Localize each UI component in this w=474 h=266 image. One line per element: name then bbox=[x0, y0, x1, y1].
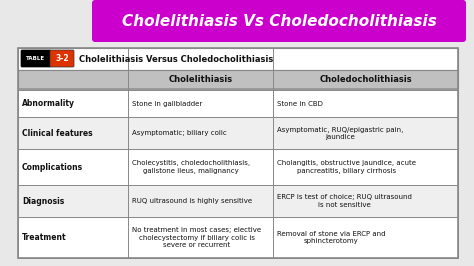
Bar bbox=[18, 90, 458, 117]
Text: TABLE: TABLE bbox=[27, 56, 46, 61]
FancyBboxPatch shape bbox=[92, 0, 466, 42]
Bar bbox=[18, 185, 458, 217]
Bar bbox=[18, 48, 458, 258]
Bar bbox=[18, 117, 458, 149]
Text: Removal of stone via ERCP and
sphincterotomy: Removal of stone via ERCP and sphinctero… bbox=[277, 231, 385, 244]
Text: RUQ ultrasound is highly sensitive: RUQ ultrasound is highly sensitive bbox=[132, 198, 252, 204]
Text: Abnormality: Abnormality bbox=[22, 99, 75, 108]
Text: Asymptomatic, RUQ/epigastric pain,
jaundice: Asymptomatic, RUQ/epigastric pain, jaund… bbox=[277, 127, 403, 140]
Bar bbox=[18, 70, 458, 90]
Text: Cholelithiasis Vs Choledocholithiasis: Cholelithiasis Vs Choledocholithiasis bbox=[121, 14, 437, 28]
Text: 3-2: 3-2 bbox=[55, 54, 69, 63]
Text: Treatment: Treatment bbox=[22, 233, 67, 242]
Text: No treatment in most cases; elective
cholecystectomy if biliary colic is
severe : No treatment in most cases; elective cho… bbox=[132, 227, 261, 248]
Text: Cholelithiasis Versus Choledocholithiasis: Cholelithiasis Versus Choledocholithiasi… bbox=[79, 55, 273, 64]
Text: Cholecystitis, choledocholithiasis,
gallstone ileus, malignancy: Cholecystitis, choledocholithiasis, gall… bbox=[132, 160, 250, 174]
Bar bbox=[18, 48, 458, 70]
Text: Stone in CBD: Stone in CBD bbox=[277, 101, 323, 107]
Text: Choledocholithiasis: Choledocholithiasis bbox=[319, 76, 412, 85]
Text: Stone in gallbladder: Stone in gallbladder bbox=[132, 101, 202, 107]
FancyBboxPatch shape bbox=[50, 50, 74, 67]
Text: Cholangitis, obstructive jaundice, acute
pancreatitis, biliary cirrhosis: Cholangitis, obstructive jaundice, acute… bbox=[277, 160, 416, 174]
Text: Clinical features: Clinical features bbox=[22, 129, 92, 138]
Text: ERCP is test of choice; RUQ ultrasound
is not sensitive: ERCP is test of choice; RUQ ultrasound i… bbox=[277, 194, 412, 208]
Bar bbox=[18, 88, 458, 90]
Text: Diagnosis: Diagnosis bbox=[22, 197, 64, 206]
Text: Asymptomatic; biliary colic: Asymptomatic; biliary colic bbox=[132, 130, 227, 136]
Text: Complications: Complications bbox=[22, 163, 83, 172]
Bar bbox=[18, 217, 458, 258]
Bar bbox=[18, 149, 458, 185]
Text: Cholelithiasis: Cholelithiasis bbox=[168, 76, 233, 85]
FancyBboxPatch shape bbox=[21, 50, 51, 67]
